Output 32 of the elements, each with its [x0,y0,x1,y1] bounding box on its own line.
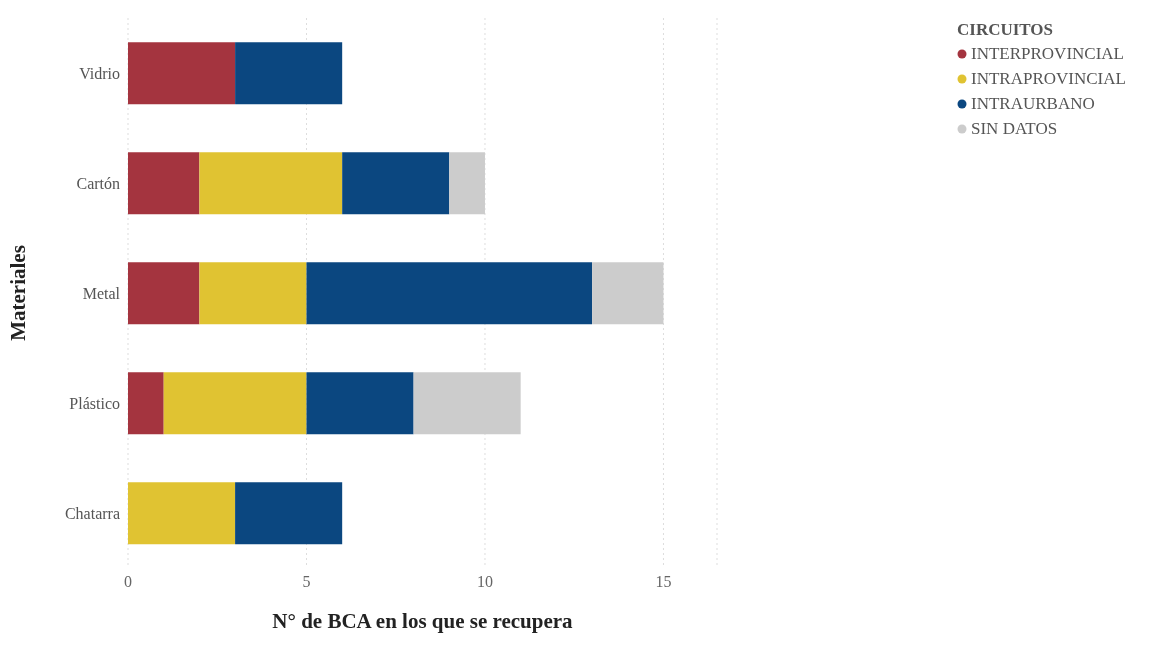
y-tick-label: Chatarra [64,504,120,522]
y-tick-label: Cartón [76,174,120,192]
x-tick-label: 15 [655,573,672,591]
bar [128,372,164,435]
bar [128,152,200,215]
bar [128,42,236,105]
bar [413,372,521,435]
y-axis-title: Materiales [6,245,31,341]
y-tick-label: Plástico [69,394,120,412]
bar [235,482,343,545]
bar [128,262,200,325]
bar [128,482,236,545]
bar [342,152,450,215]
legend-label: INTRAPROVINCIAL [971,69,1126,89]
y-tick-label: Metal [82,284,121,302]
bar [306,262,593,325]
x-tick-label: 5 [302,573,311,591]
legend-label: INTRAURBANO [971,94,1095,114]
bar [449,152,485,215]
bar [163,372,307,435]
bar [235,42,343,105]
legend-label: SIN DATOS [971,119,1058,139]
legend-label: INTERPROVINCIAL [971,44,1124,64]
x-tick-label: 0 [124,573,132,591]
x-tick-label: 10 [476,573,493,591]
bar [592,262,664,325]
y-tick-label: Vidrio [79,64,120,82]
bar [306,372,414,435]
x-axis-title: N° de BCA en los que se recupera [272,609,574,633]
bar [199,152,343,215]
legend-title: CIRCUITOS [957,20,1055,40]
bar [199,262,307,325]
